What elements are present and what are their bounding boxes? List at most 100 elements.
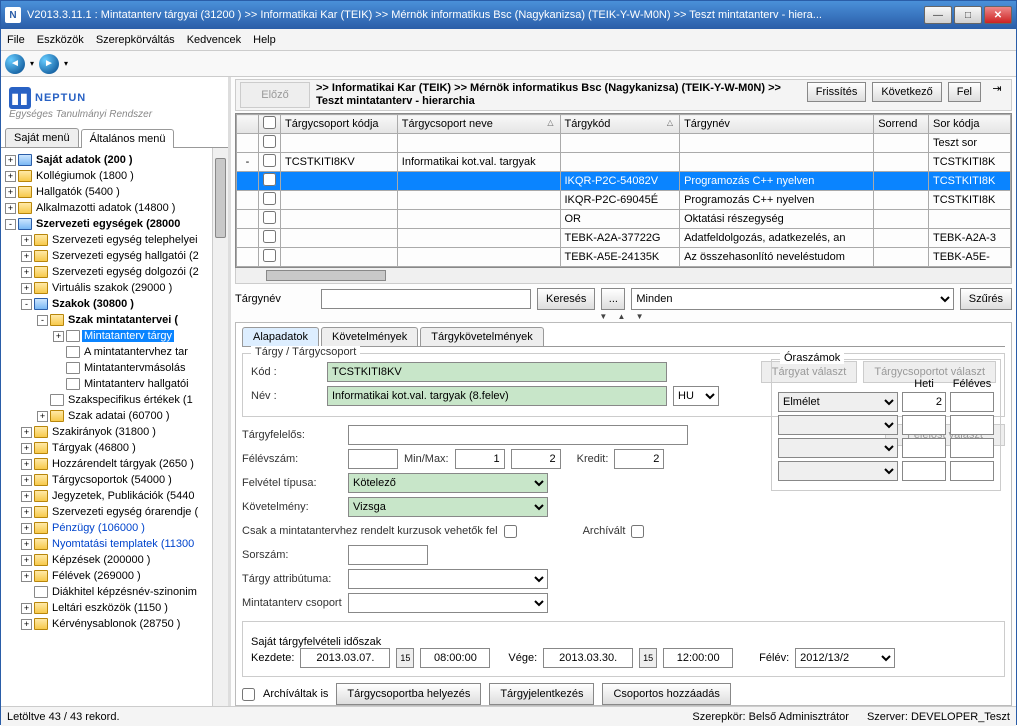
next-button[interactable]: Következő <box>872 82 941 102</box>
tree-node[interactable]: +Szervezeti egység órarendje ( <box>1 504 228 520</box>
search-button[interactable]: Keresés <box>537 288 595 310</box>
felevszam-input[interactable] <box>348 449 398 469</box>
felelos-input[interactable] <box>348 425 688 445</box>
hours-type-3[interactable] <box>778 438 898 458</box>
tree-node[interactable]: +Pénzügy (106000 ) <box>1 520 228 536</box>
tree-node[interactable]: +Képzések (200000 ) <box>1 552 228 568</box>
subject-reg-button[interactable]: Tárgyjelentkezés <box>489 683 594 705</box>
grid-header[interactable]: Tárgycsoport kódja <box>281 115 398 134</box>
tree-node[interactable]: +Alkalmazotti adatok (14800 ) <box>1 200 228 216</box>
kezdete-time[interactable] <box>420 648 490 668</box>
row-checkbox[interactable] <box>263 135 276 148</box>
nav-back-button[interactable]: ◄ <box>5 54 25 74</box>
filter-select[interactable]: Minden <box>631 288 953 310</box>
felvetel-select[interactable]: Kötelező <box>348 473 548 493</box>
tree-node[interactable]: Mintatantervmásolás <box>1 360 228 376</box>
grid-check-all[interactable] <box>263 116 276 129</box>
grid-header[interactable] <box>237 115 259 134</box>
row-checkbox[interactable] <box>263 192 276 205</box>
search-input[interactable] <box>321 289 531 309</box>
tree-node[interactable]: +Leltári eszközök (1150 ) <box>1 600 228 616</box>
min-input[interactable] <box>455 449 505 469</box>
grid-header[interactable] <box>259 115 281 134</box>
tree-node[interactable]: +Tárgycsoportok (54000 ) <box>1 472 228 488</box>
table-row[interactable]: -TCSTKITI8KVInformatikai kot.val. targya… <box>237 153 1011 172</box>
archis-checkbox[interactable] <box>242 688 255 701</box>
prev-button[interactable]: Előző <box>240 82 310 108</box>
table-row[interactable]: IKQR-P2C-69045ÉProgramozás C++ nyelvenTC… <box>237 191 1011 210</box>
hours-type-2[interactable] <box>778 415 898 435</box>
tree-node[interactable]: +Szervezeti egység telephelyei <box>1 232 228 248</box>
menu-help[interactable]: Help <box>253 34 276 46</box>
tree-node[interactable]: +Kérvénysablonok (28750 ) <box>1 616 228 632</box>
tree-node[interactable]: Szakspecifikus értékek (1 <box>1 392 228 408</box>
filter-button[interactable]: Szűrés <box>960 288 1012 310</box>
nev-input[interactable] <box>327 386 667 406</box>
hours-type-4[interactable] <box>778 461 898 481</box>
tab-targykov[interactable]: Tárgykövetelmények <box>420 327 544 346</box>
tree-node[interactable]: +Szervezeti egység dolgozói (2 <box>1 264 228 280</box>
tree-node[interactable]: Diákhitel képzésnév-szinonim <box>1 584 228 600</box>
feleves-3[interactable] <box>950 438 994 458</box>
grid-header[interactable]: Tárgykód△ <box>560 115 680 134</box>
vege-time[interactable] <box>663 648 733 668</box>
nav-back-dropdown[interactable]: ▾ <box>27 55 37 73</box>
tree-node[interactable]: +Nyomtatási templatek (11300 <box>1 536 228 552</box>
feleves-2[interactable] <box>950 415 994 435</box>
minimize-button[interactable]: — <box>924 6 952 24</box>
grid-header[interactable]: Tárgynév <box>680 115 874 134</box>
up-button[interactable]: Fel <box>948 82 981 102</box>
grid-header[interactable]: Sorrend <box>874 115 929 134</box>
panel-collapser[interactable]: ▼ ▲ ▼ <box>235 312 1012 322</box>
kod-input[interactable] <box>327 362 667 382</box>
kovetelmeny-select[interactable]: Vizsga <box>348 497 548 517</box>
tree-node[interactable]: +Kollégiumok (1800 ) <box>1 168 228 184</box>
kezdete-date[interactable] <box>300 648 390 668</box>
heti-4[interactable] <box>902 461 946 481</box>
subjects-grid[interactable]: Tárgycsoport kódjaTárgycsoport neve△Tárg… <box>235 113 1012 268</box>
tab-alapadatok[interactable]: Alapadatok <box>242 327 319 346</box>
tree-node[interactable]: +Hozzárendelt tárgyak (2650 ) <box>1 456 228 472</box>
table-row[interactable]: TEBK-A2A-37722GAdatfeldolgozás, adatkeze… <box>237 229 1011 248</box>
tree-node[interactable]: +Félévek (269000 ) <box>1 568 228 584</box>
kezdete-cal-icon[interactable]: 15 <box>396 648 414 668</box>
table-row[interactable]: TEBK-A5E-24135KAz összehasonlító nevelés… <box>237 248 1011 267</box>
vege-cal-icon[interactable]: 15 <box>639 648 657 668</box>
row-checkbox[interactable] <box>263 249 276 262</box>
grid-header[interactable]: Sor kódja <box>929 115 1011 134</box>
tree-node[interactable]: A mintatantervhez tar <box>1 344 228 360</box>
lang-select[interactable]: HU <box>673 386 719 406</box>
nav-forward-dropdown[interactable]: ▾ <box>61 55 71 73</box>
refresh-button[interactable]: Frissítés <box>807 82 867 102</box>
tree-scrollbar[interactable] <box>212 148 228 706</box>
maximize-button[interactable]: □ <box>954 6 982 24</box>
mcsop-select[interactable] <box>348 593 548 613</box>
feleves-4[interactable] <box>950 461 994 481</box>
max-input[interactable] <box>511 449 561 469</box>
menu-role[interactable]: Szerepkörváltás <box>96 34 175 46</box>
hours-type-1[interactable]: Elmélet <box>778 392 898 412</box>
tree-node[interactable]: -Szak mintatantervei ( <box>1 312 228 328</box>
group-in-button[interactable]: Tárgycsoportba helyezés <box>336 683 481 705</box>
tab-own-menu[interactable]: Saját menü <box>5 128 79 147</box>
csak-checkbox[interactable] <box>504 525 517 538</box>
kredit-input[interactable] <box>614 449 664 469</box>
menu-favourites[interactable]: Kedvencek <box>187 34 241 46</box>
tree-node[interactable]: Mintatanterv hallgatói <box>1 376 228 392</box>
tree-node[interactable]: +Tárgyak (46800 ) <box>1 440 228 456</box>
group-add-button[interactable]: Csoportos hozzáadás <box>602 683 730 705</box>
tree-node[interactable]: -Szervezeti egységek (28000 <box>1 216 228 232</box>
grid-header[interactable]: Tárgycsoport neve△ <box>397 115 560 134</box>
felev2-select[interactable]: 2012/13/2 <box>795 648 895 668</box>
tab-general-menu[interactable]: Általános menü <box>81 129 175 148</box>
heti-2[interactable] <box>902 415 946 435</box>
feleves-1[interactable] <box>950 392 994 412</box>
menu-tools[interactable]: Eszközök <box>37 34 84 46</box>
nav-forward-button[interactable]: ► <box>39 54 59 74</box>
row-checkbox[interactable] <box>263 154 276 167</box>
tree-node[interactable]: +Jegyzetek, Publikációk (5440 <box>1 488 228 504</box>
vege-date[interactable] <box>543 648 633 668</box>
sorszam-input[interactable] <box>348 545 428 565</box>
tree-node[interactable]: +Szervezeti egység hallgatói (2 <box>1 248 228 264</box>
search-more-button[interactable]: ... <box>601 288 625 310</box>
